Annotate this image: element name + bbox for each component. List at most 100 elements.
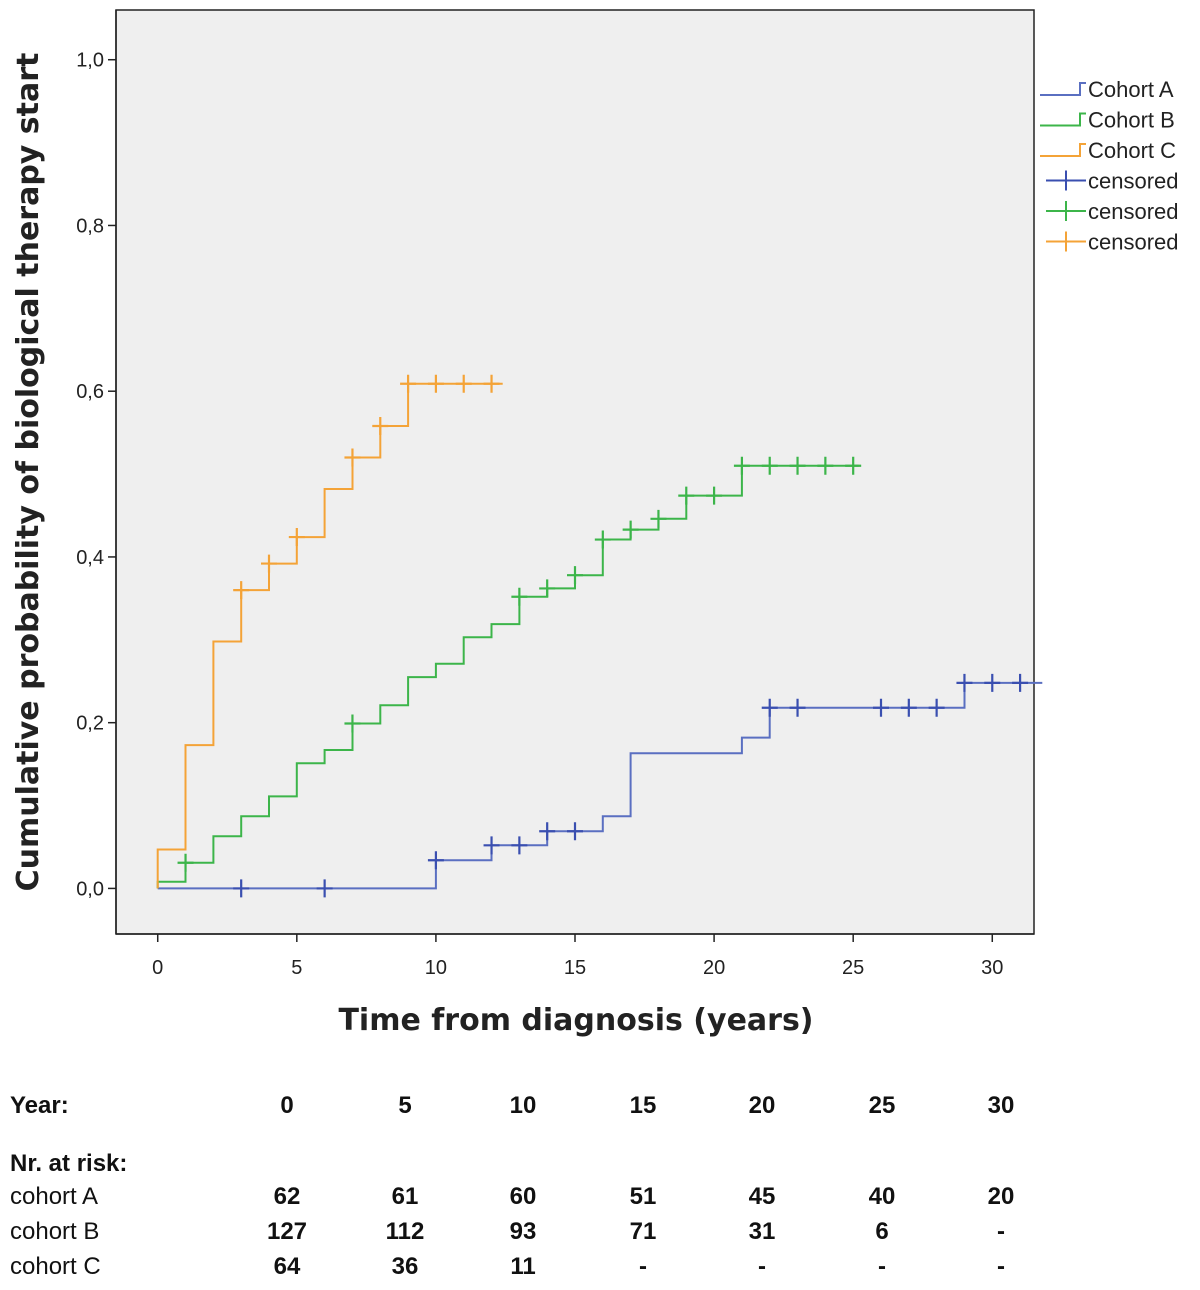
censor-mark bbox=[678, 486, 695, 505]
at-risk-count: - bbox=[997, 1253, 1005, 1280]
at-risk-count: - bbox=[758, 1253, 766, 1280]
censor-mark bbox=[928, 698, 945, 717]
x-tick-label: 25 bbox=[842, 957, 864, 979]
risk-table-row-cohort-a: cohort A 62 61 60 51 45 40 20 bbox=[0, 1183, 1200, 1215]
censor-mark bbox=[1012, 673, 1029, 692]
year-header: 15 bbox=[629, 1092, 657, 1119]
at-risk-count: - bbox=[639, 1253, 647, 1280]
year-label: Year: bbox=[10, 1092, 69, 1119]
year-header: 25 bbox=[868, 1092, 896, 1119]
at-risk-count: 127 bbox=[266, 1218, 308, 1245]
x-tick-label: 20 bbox=[703, 957, 725, 979]
censor-mark bbox=[956, 673, 973, 692]
year-header: 20 bbox=[748, 1092, 776, 1119]
censor-mark bbox=[261, 554, 277, 573]
censor-mark bbox=[539, 822, 556, 841]
x-tick-label: 0 bbox=[152, 957, 163, 979]
at-risk-count: - bbox=[878, 1253, 886, 1280]
censor-mark bbox=[427, 374, 444, 393]
year-header: 10 bbox=[509, 1092, 537, 1119]
at-risk-count: 112 bbox=[385, 1218, 425, 1245]
risk-table-row-cohort-c: cohort C 64 36 11 - - - - bbox=[0, 1253, 1200, 1285]
at-risk-label: Nr. at risk: bbox=[10, 1150, 128, 1177]
legend-line-swatch bbox=[1040, 143, 1086, 157]
x-ticks: 0 5 10 15 20 25 30 bbox=[152, 934, 1003, 979]
y-axis-title: Cumulative probability of biological the… bbox=[11, 53, 46, 892]
censor-mark bbox=[233, 879, 250, 898]
legend: Cohort A Cohort B Cohort C censored censored… bbox=[1040, 77, 1179, 255]
censor-mark bbox=[706, 486, 723, 505]
y-tick-label: 0,2 bbox=[76, 713, 104, 735]
year-header: 5 bbox=[398, 1092, 412, 1119]
legend-censor-swatch bbox=[1046, 170, 1086, 191]
risk-table: Year: 0 5 10 15 20 25 30 Nr. at risk: co… bbox=[0, 1080, 1200, 1290]
censor-mark bbox=[873, 698, 889, 717]
censor-mark bbox=[344, 448, 361, 467]
cohort-c-label: cohort C bbox=[10, 1253, 101, 1280]
at-risk-count: 20 bbox=[987, 1183, 1015, 1210]
at-risk-count: 71 bbox=[629, 1218, 657, 1245]
censor-mark bbox=[567, 822, 583, 841]
censor-mark bbox=[900, 698, 917, 717]
at-risk-count: 45 bbox=[748, 1183, 776, 1210]
censor-mark bbox=[650, 509, 667, 528]
censor-mark bbox=[733, 456, 750, 475]
censor-mark bbox=[344, 714, 361, 733]
legend-label: censored bbox=[1088, 169, 1179, 194]
censor-mark bbox=[177, 853, 194, 872]
at-risk-count: 6 bbox=[875, 1218, 889, 1245]
legend-censor-swatch bbox=[1046, 231, 1086, 252]
series-line bbox=[156, 382, 503, 889]
censor-mark bbox=[288, 528, 305, 547]
year-header: 30 bbox=[987, 1092, 1015, 1119]
at-risk-count: 61 bbox=[391, 1183, 419, 1210]
censor-mark bbox=[455, 374, 472, 393]
legend-label: Cohort B bbox=[1088, 108, 1175, 133]
at-risk-count: 93 bbox=[509, 1218, 537, 1245]
legend-label: Cohort C bbox=[1088, 138, 1176, 163]
censor-mark bbox=[567, 566, 583, 585]
at-risk-count: 31 bbox=[748, 1218, 776, 1245]
censor-mark bbox=[483, 836, 500, 855]
legend-label: censored bbox=[1088, 199, 1179, 224]
censor-mark bbox=[233, 581, 250, 600]
y-tick-label: 0,0 bbox=[76, 878, 104, 900]
km-chart: 0,0 0,2 0,4 0,6 0,8 1,0 0 5 10 15 20 25 30 Cohort A… bbox=[11, 9, 1179, 1038]
censor-mark bbox=[511, 836, 528, 855]
x-tick-label: 10 bbox=[425, 957, 447, 979]
censor-mark bbox=[622, 520, 639, 539]
censor-mark bbox=[789, 456, 806, 475]
cohort-a-label: cohort A bbox=[10, 1183, 99, 1210]
legend-label: Cohort A bbox=[1088, 77, 1174, 102]
censor-mark bbox=[483, 374, 500, 393]
legend-line-swatch bbox=[1040, 82, 1086, 96]
censor-mark bbox=[511, 587, 528, 606]
x-tick-label: 30 bbox=[981, 957, 1003, 979]
series-layer bbox=[156, 374, 1043, 898]
risk-table-year-row: Year: 0 5 10 15 20 25 30 bbox=[0, 1092, 1200, 1124]
at-risk-count: 36 bbox=[391, 1253, 419, 1280]
censor-mark bbox=[761, 698, 778, 717]
y-tick-label: 0,6 bbox=[76, 381, 104, 403]
censor-mark bbox=[594, 530, 611, 549]
censor-mark bbox=[427, 851, 444, 870]
at-risk-count: 60 bbox=[509, 1183, 537, 1210]
censor-mark bbox=[817, 456, 834, 475]
x-tick-label: 5 bbox=[291, 957, 302, 979]
risk-table-at-risk-row: Nr. at risk: bbox=[0, 1150, 1200, 1182]
censor-mark bbox=[372, 417, 389, 436]
cohort-b-label: cohort B bbox=[10, 1218, 100, 1245]
censor-mark bbox=[789, 698, 806, 717]
censor-mark bbox=[984, 673, 1001, 692]
at-risk-count: - bbox=[997, 1218, 1005, 1245]
y-ticks: 0,0 0,2 0,4 0,6 0,8 1,0 bbox=[76, 50, 116, 900]
x-tick-label: 15 bbox=[564, 957, 586, 979]
plot-area bbox=[115, 9, 1035, 935]
censor-mark bbox=[539, 579, 556, 598]
y-tick-label: 0,4 bbox=[76, 547, 104, 569]
at-risk-count: 40 bbox=[868, 1183, 896, 1210]
legend-censor-swatch bbox=[1046, 201, 1086, 221]
censor-mark bbox=[845, 456, 862, 475]
legend-line-swatch bbox=[1040, 112, 1086, 127]
risk-table-row-cohort-b: cohort B 127 112 93 71 31 6 - bbox=[0, 1218, 1200, 1250]
